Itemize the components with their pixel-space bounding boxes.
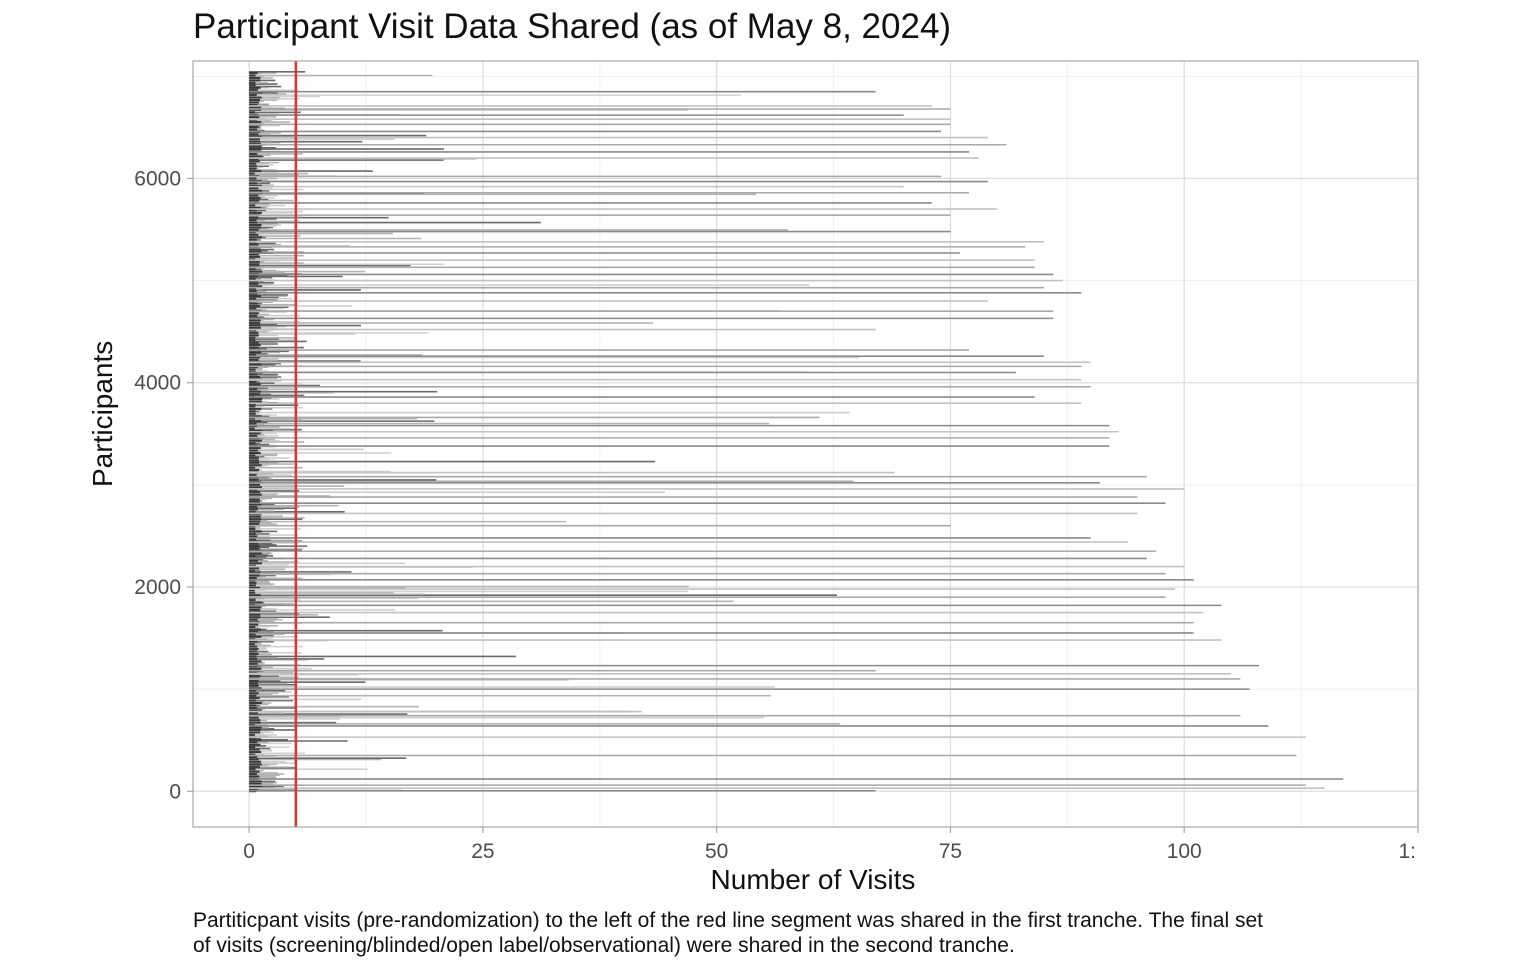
- x-tick-label: 100: [1167, 840, 1202, 863]
- x-tick-label: 25: [471, 840, 494, 863]
- x-tick-label: 50: [705, 840, 728, 863]
- caption-line-1: Partiticpant visits (pre-randomization) …: [193, 909, 1263, 932]
- figure-caption: Partiticpant visits (pre-randomization) …: [193, 908, 1423, 958]
- plot-panel: [193, 61, 1418, 827]
- x-tick-label: 75: [939, 840, 962, 863]
- caption-line-2: of visits (screening/blinded/open label/…: [193, 934, 1015, 957]
- x-tick-label: 1:: [1398, 840, 1416, 863]
- y-tick-label: 6000: [134, 167, 181, 190]
- x-tick-label: 0: [243, 840, 255, 863]
- y-tick-label: 0: [169, 780, 181, 803]
- y-tick-label: 2000: [134, 576, 181, 599]
- y-axis-label: Participants: [87, 340, 118, 487]
- x-axis-label: Number of Visits: [710, 864, 916, 895]
- chart-title: Participant Visit Data Shared (as of May…: [193, 7, 952, 46]
- y-tick-label: 4000: [134, 372, 181, 395]
- panel-border: [192, 60, 1419, 828]
